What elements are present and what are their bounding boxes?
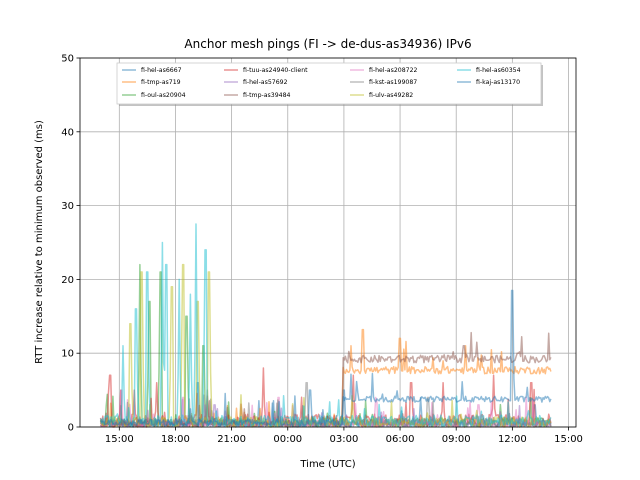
x-tick-label: 15:00: [554, 434, 583, 445]
series-layer: [99, 223, 552, 428]
x-tick-label: 03:00: [329, 434, 358, 445]
y-tick-label: 40: [61, 127, 74, 138]
series-line-fi-kaj-as13170: [100, 289, 552, 427]
x-tick-label: 12:00: [498, 434, 527, 445]
plot-frame: [79, 57, 577, 428]
legend-label: fi-kst-as199087: [369, 79, 417, 86]
y-tick-label: 30: [61, 201, 74, 212]
y-tick-label: 10: [61, 349, 74, 360]
y-axis-label: RTT increase relative to minimum observe…: [34, 120, 45, 364]
x-tick-label: 21:00: [217, 434, 246, 445]
legend: fi-hel-as6667 fi-tmp-as719 fi-oul-as20904 f…: [116, 62, 543, 106]
x-tick-label: 09:00: [442, 434, 471, 445]
y-tick-label: 20: [61, 275, 74, 286]
legend-label: fi-tmp-as39484: [243, 92, 291, 99]
y-tick-label: 50: [61, 54, 74, 65]
legend-label: fi-oul-as20904: [141, 92, 186, 99]
y-axis: 0 10 20 30 40 50: [61, 54, 80, 434]
x-tick-label: 18:00: [161, 434, 190, 445]
x-tick-label: 00:00: [273, 434, 302, 445]
x-axis-label: Time (UTC): [299, 459, 355, 470]
x-axis: 15:00 18:00 21:00 00:00 03:00 06:00 09:00 12:00…: [105, 427, 583, 445]
x-tick-label: 15:00: [105, 434, 134, 445]
legend-label: fi-hel-as57692: [243, 79, 288, 86]
legend-label: fi-kaj-as13170: [476, 79, 520, 86]
legend-label: fi-ulv-as49282: [369, 92, 413, 99]
legend-label: fi-tuu-as24940-client: [243, 67, 308, 74]
legend-label: fi-tmp-as719: [141, 79, 181, 86]
legend-label: fi-hel-as60354: [476, 67, 521, 74]
legend-label: fi-hel-as6667: [141, 67, 182, 74]
x-tick-label: 06:00: [386, 434, 415, 445]
chart-title: Anchor mesh pings (FI -> de-dus-as34936)…: [184, 37, 471, 51]
legend-label: fi-hel-as208722: [369, 67, 418, 74]
y-tick-label: 0: [68, 423, 74, 434]
